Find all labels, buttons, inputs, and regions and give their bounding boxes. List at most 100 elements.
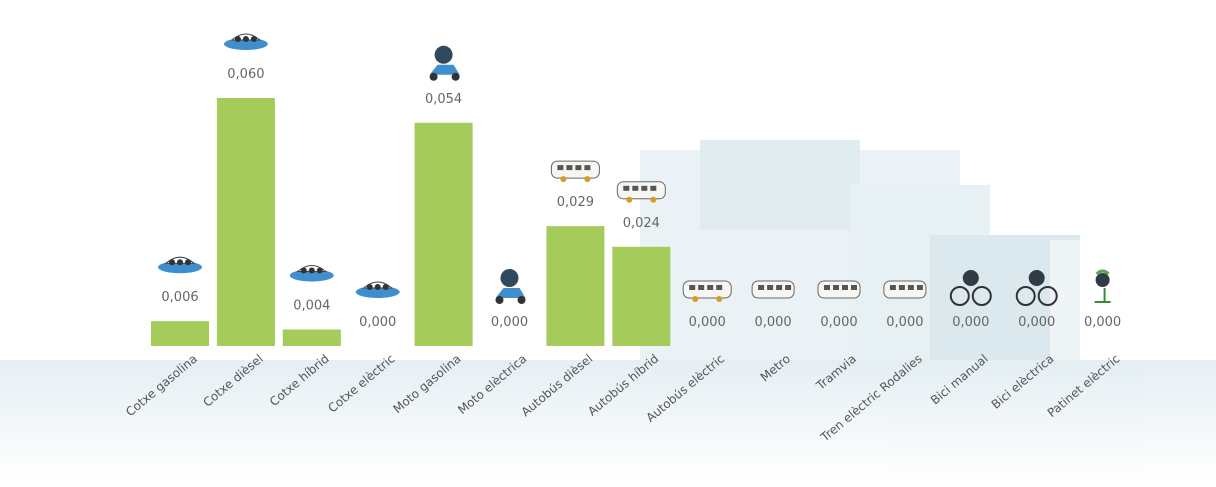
value-label: 0,000: [820, 315, 857, 330]
value-label: 0,054: [425, 92, 462, 107]
icon-shape: [300, 267, 307, 274]
icon-shape: [429, 72, 438, 81]
icon-shape: [223, 38, 268, 50]
icon-shape: [1015, 286, 1036, 306]
icon-shape: [495, 296, 504, 304]
bar: [612, 246, 671, 346]
icon-shape: [517, 296, 526, 304]
icon-shape: [707, 285, 714, 290]
icon-shape: [242, 36, 249, 42]
icon-shape: [429, 64, 460, 75]
icon-shape: [560, 176, 567, 183]
icon-shape: [716, 296, 723, 302]
value-label: 0,006: [161, 290, 198, 305]
vehicle-icon: [355, 281, 400, 298]
bar: [414, 122, 473, 346]
icon-shape: [185, 259, 191, 266]
icon-shape: [308, 267, 315, 274]
vehicle-icon: [429, 45, 460, 81]
value-label: 0,029: [557, 195, 594, 210]
vehicle-icon: [751, 280, 795, 299]
vehicle-icon: [883, 280, 927, 299]
icon-shape: [289, 269, 334, 282]
bar: [216, 98, 275, 346]
value-label: 0,000: [754, 315, 791, 330]
value-label: 0,000: [886, 315, 923, 330]
icon-shape: [584, 165, 591, 171]
icon-shape: [169, 259, 175, 266]
icon-shape: [158, 261, 202, 274]
icon-shape: [776, 285, 783, 290]
vehicle-icon: [289, 264, 334, 282]
value-label: 0,000: [689, 315, 726, 330]
icon-shape: [316, 267, 323, 274]
value-label: 0,060: [227, 67, 264, 82]
icon-shape: [767, 285, 774, 290]
value-label: 0,000: [952, 315, 989, 330]
icon-shape: [575, 165, 582, 171]
icon-shape: [971, 286, 992, 306]
vehicle-icon: [1015, 270, 1058, 306]
icon-shape: [632, 185, 639, 191]
icon-shape: [374, 284, 381, 290]
icon-shape: [785, 285, 792, 290]
icon-shape: [566, 165, 573, 171]
icon-shape: [698, 285, 705, 290]
icon-shape: [842, 285, 848, 290]
vehicle-icon: [223, 33, 268, 50]
icon-shape: [366, 284, 373, 290]
icon-shape: [250, 36, 257, 42]
value-label: 0,004: [293, 298, 330, 313]
icon-shape: [949, 286, 970, 306]
icon-shape: [626, 196, 633, 203]
icon-shape: [584, 176, 591, 183]
vehicle-icon: [495, 269, 526, 304]
vehicle-icon: [550, 160, 600, 183]
icon-shape: [234, 36, 241, 42]
vehicle-icon: [158, 256, 202, 274]
icon-shape: [650, 185, 657, 191]
icon-shape: [623, 185, 630, 191]
vehicle-icon: [1094, 269, 1111, 303]
value-label: 0,000: [1018, 315, 1055, 330]
icon-shape: [1037, 286, 1058, 306]
value-label: 0,024: [623, 216, 660, 231]
background: [0, 140, 1216, 483]
icon-shape: [641, 185, 648, 191]
icon-shape: [898, 285, 905, 290]
icon-shape: [434, 45, 453, 64]
value-label: 0,000: [359, 315, 396, 330]
value-label: 0,000: [1084, 315, 1121, 330]
vehicle-icon: [616, 181, 666, 203]
bar: [282, 329, 341, 346]
icon-shape: [689, 285, 696, 290]
bar: [151, 321, 209, 346]
bar: [546, 226, 605, 346]
icon-shape: [1095, 273, 1110, 287]
value-label: 0,000: [491, 315, 528, 330]
icon-shape: [916, 285, 923, 290]
icon-shape: [495, 288, 526, 298]
icon-shape: [716, 285, 723, 290]
icon-shape: [451, 72, 460, 81]
icon-shape: [692, 296, 699, 302]
icon-shape: [824, 285, 830, 290]
icon-shape: [1028, 270, 1045, 286]
icon-shape: [177, 259, 183, 266]
icon-shape: [382, 284, 389, 290]
icon-shape: [907, 285, 914, 290]
icon-shape: [557, 165, 564, 171]
vehicle-icon: [949, 270, 992, 306]
icon-shape: [355, 286, 400, 298]
vehicle-icon: [682, 280, 732, 302]
icon-shape: [500, 269, 519, 287]
icon-shape: [1095, 269, 1110, 276]
icon-shape: [889, 285, 896, 290]
icon-shape: [650, 196, 657, 203]
icon-shape: [833, 285, 839, 290]
vehicle-icon: [817, 280, 861, 299]
icon-shape: [758, 285, 765, 290]
icon-shape: [962, 270, 979, 286]
icon-shape: [851, 285, 857, 290]
